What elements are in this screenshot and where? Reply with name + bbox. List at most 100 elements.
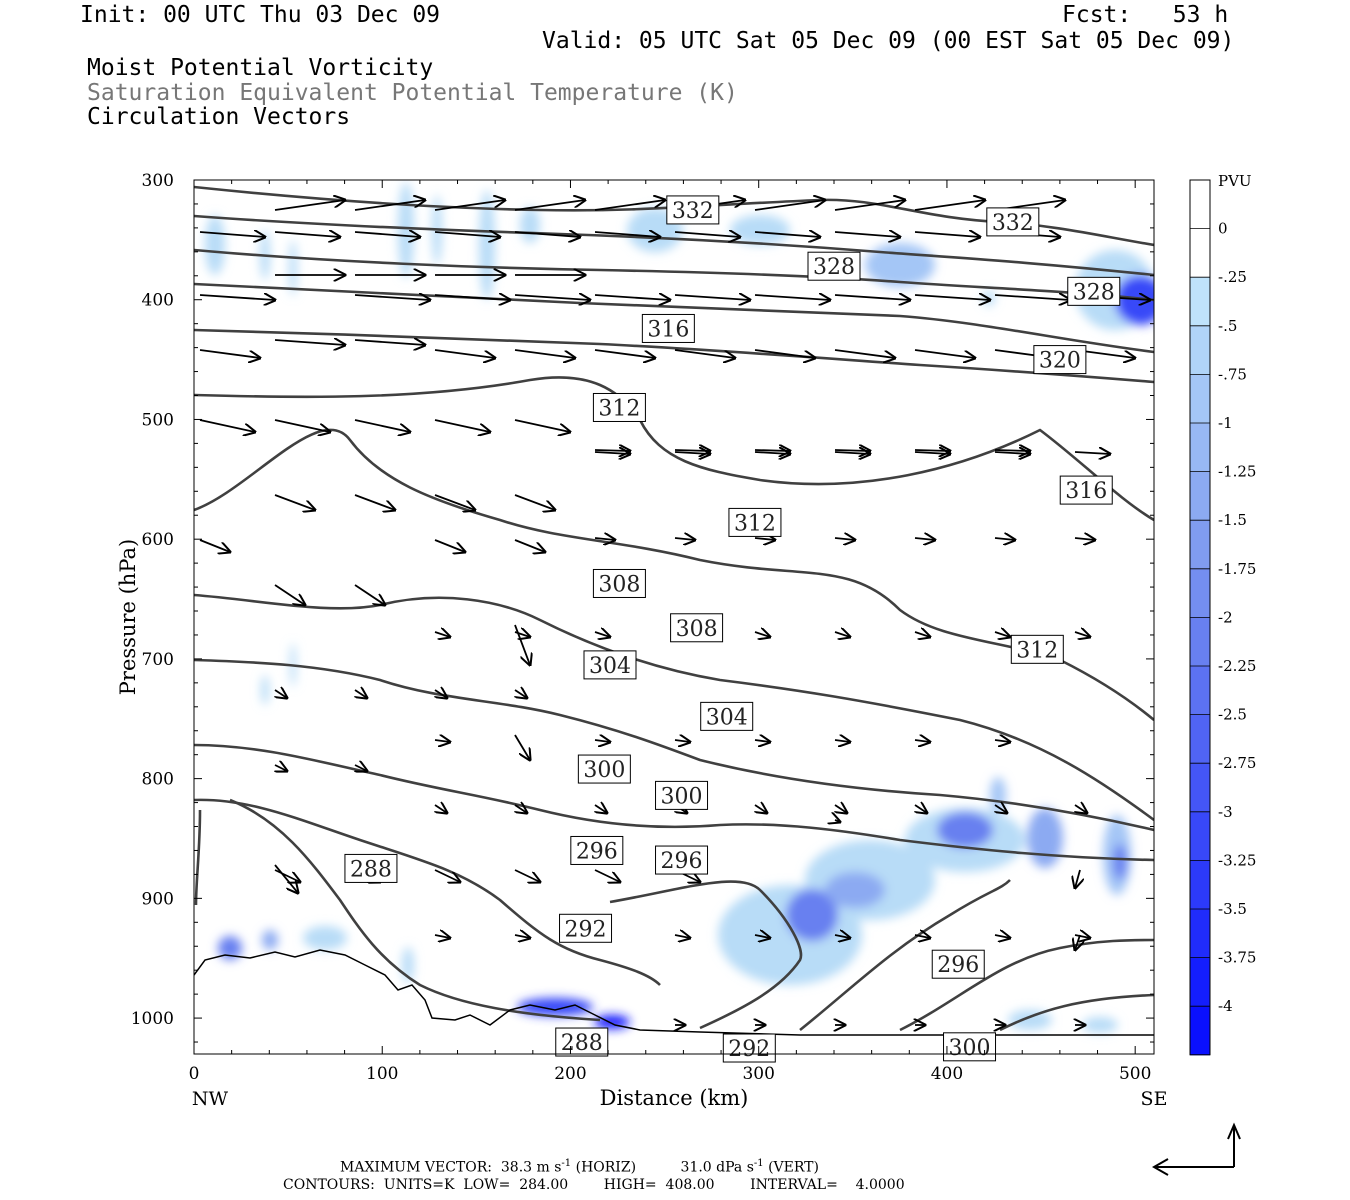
colorbar-label: -1.75 — [1218, 560, 1256, 578]
circulation-vector — [514, 419, 570, 432]
circulation-vector — [594, 295, 670, 300]
circulation-vector — [914, 632, 930, 637]
circulation-vector — [435, 690, 447, 698]
colorbar-label: -2.5 — [1218, 706, 1247, 724]
axes: 0 100 200 300 400 500 300 400 500 600 700 800 900 100… — [116, 171, 1167, 1110]
contour-label-box — [655, 845, 709, 875]
contour-label: 304 — [706, 705, 748, 730]
colorbar-label: -.25 — [1218, 268, 1247, 286]
reference-vector — [1151, 1122, 1241, 1176]
x-right-end-label: SE — [1141, 1088, 1168, 1110]
colorbar-segment — [1190, 860, 1210, 910]
circulation-vector — [514, 734, 530, 760]
circulation-vector — [914, 450, 950, 451]
colorbar-label: -1 — [1218, 414, 1233, 432]
circulation-vector — [834, 232, 900, 237]
circulation-vector — [355, 690, 367, 698]
circulation-vector — [275, 690, 287, 698]
colorbar-segment — [1190, 714, 1210, 764]
contour-label-box — [700, 701, 754, 731]
circulation-vector — [594, 349, 655, 358]
contour-label: 300 — [949, 1036, 991, 1061]
contour-label: 304 — [589, 654, 631, 679]
pv-blob — [730, 215, 790, 245]
circulation-vector — [834, 740, 850, 742]
contour-label: 332 — [992, 211, 1034, 236]
colorbar-label: -2 — [1218, 608, 1233, 626]
circulation-vector — [514, 349, 575, 358]
contour-label-box — [641, 313, 695, 343]
contour-label: 288 — [350, 857, 392, 882]
circulation-vector — [434, 295, 510, 300]
circulation-vector — [354, 200, 425, 211]
circulation-vector — [1074, 632, 1090, 637]
circulation-vector — [594, 740, 610, 742]
circulation-vector — [434, 232, 500, 237]
circulation-vector — [355, 765, 367, 771]
x-tick-label: 500 — [1119, 1064, 1151, 1084]
circulation-vector — [834, 295, 910, 300]
terrain-line — [194, 949, 1154, 1036]
circulation-vector — [434, 935, 450, 938]
circulation-vector — [914, 232, 980, 237]
circulation-vector — [199, 539, 230, 552]
colorbar-label: -4 — [1218, 997, 1233, 1015]
contour-line — [194, 809, 202, 906]
circulation-vector — [595, 805, 607, 813]
circulation-vector — [594, 632, 610, 637]
contour-label-box — [583, 650, 637, 680]
contour-line — [194, 282, 1154, 354]
pv-blob — [825, 872, 885, 908]
circulation-vector — [354, 232, 420, 237]
contour-label-box — [728, 507, 782, 537]
pv-blob — [983, 290, 995, 306]
circulation-vector — [354, 295, 430, 300]
contour-label: 312 — [1016, 638, 1058, 663]
colorbar-segment — [1190, 957, 1210, 1007]
contour-label-box — [577, 754, 631, 784]
circulation-vector — [434, 869, 460, 882]
contour-label: 316 — [1065, 479, 1107, 504]
x-tick-label: 400 — [931, 1064, 963, 1084]
circulation-vector — [514, 935, 530, 938]
circulation-vector — [754, 935, 770, 938]
circulation-vector — [434, 200, 505, 211]
y-tick-label: 600 — [142, 530, 174, 550]
circulation-vector — [274, 584, 305, 605]
circulation-vector — [514, 232, 580, 237]
contour-label: 320 — [1039, 349, 1081, 374]
x-tick-label: 100 — [366, 1064, 398, 1084]
circulation-vector — [994, 935, 1010, 938]
contour-label: 312 — [734, 511, 776, 536]
colorbar-title: PVU — [1218, 172, 1252, 190]
pv-blob — [1115, 275, 1154, 325]
contour-line — [999, 993, 1154, 1032]
circulation-vector — [594, 450, 630, 451]
contour-line — [194, 658, 1154, 832]
circulation-vector — [834, 935, 850, 938]
pv-blob — [786, 889, 838, 941]
circulation-vector — [594, 869, 620, 882]
circulation-vector — [435, 805, 447, 813]
circulation-vector — [754, 538, 775, 540]
plot-frame — [193, 179, 1155, 1055]
y-tick-label: 700 — [142, 650, 174, 670]
circulation-vector — [515, 805, 527, 813]
circulation-vector — [434, 539, 465, 552]
contour-label-box — [555, 1027, 609, 1057]
circulation-vector — [674, 538, 695, 540]
y-tick-label: 500 — [142, 410, 174, 430]
circulation-vector — [274, 419, 330, 432]
contour-line — [194, 248, 1154, 302]
colorbar-label: -.5 — [1218, 317, 1237, 335]
contour-label: 312 — [598, 396, 640, 421]
pv-blob — [1008, 1010, 1052, 1030]
circulation-vector — [594, 232, 660, 237]
contour-label-box — [1033, 345, 1087, 375]
circulation-vector — [834, 632, 850, 637]
colorbar-label: -3.5 — [1218, 900, 1247, 918]
circulation-vector — [514, 869, 540, 882]
contour-label-box — [943, 1032, 997, 1062]
colorbar-segment — [1190, 1006, 1210, 1056]
contour-line — [194, 214, 1154, 277]
